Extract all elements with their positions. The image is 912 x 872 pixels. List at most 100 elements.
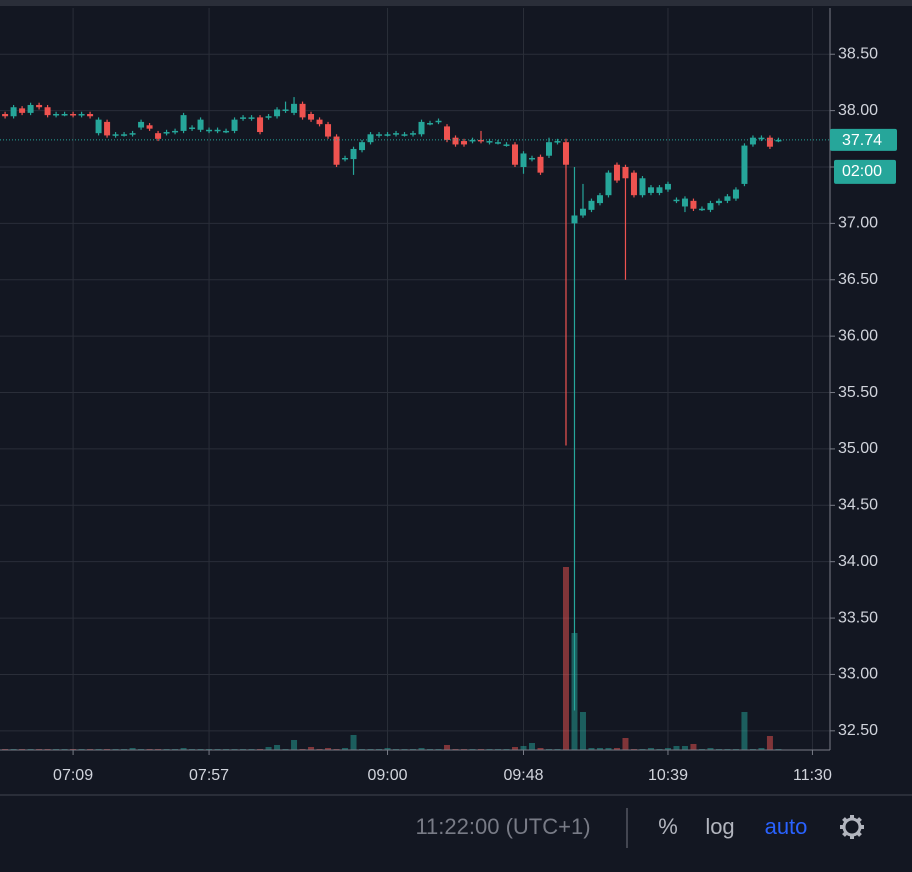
candle-body bbox=[36, 104, 43, 108]
candle-body bbox=[545, 142, 552, 156]
volume-bar bbox=[384, 748, 391, 750]
volume-bar bbox=[265, 747, 272, 750]
candle-body bbox=[53, 114, 60, 116]
volume-bar bbox=[342, 748, 349, 750]
candle-body bbox=[511, 144, 518, 165]
countdown-tag bbox=[834, 159, 896, 184]
candle-body bbox=[10, 107, 17, 117]
candle-body bbox=[214, 129, 221, 132]
volume-bar bbox=[520, 746, 527, 750]
candle-body bbox=[44, 107, 51, 116]
candle-body bbox=[503, 144, 510, 146]
x-tick-label: 10:39 bbox=[648, 767, 688, 784]
y-tick-label: 32.50 bbox=[838, 722, 878, 739]
candle-body bbox=[308, 114, 315, 120]
volume-bar bbox=[613, 748, 620, 750]
candle-body bbox=[70, 114, 77, 116]
candle-body bbox=[732, 189, 739, 199]
candle-body bbox=[61, 114, 68, 116]
y-tick-label: 35.50 bbox=[838, 384, 878, 401]
candle-body bbox=[248, 117, 255, 119]
candle-body bbox=[579, 208, 586, 216]
grid bbox=[0, 8, 830, 750]
candle-body bbox=[698, 208, 705, 211]
candle-body bbox=[724, 196, 731, 201]
volume-bar bbox=[562, 567, 569, 750]
candle-body bbox=[155, 133, 162, 139]
y-tick-label: 35.00 bbox=[838, 440, 878, 457]
x-tick-label: 09:00 bbox=[367, 767, 407, 784]
volume-bar bbox=[673, 746, 680, 750]
y-tick-label: 36.00 bbox=[838, 327, 878, 344]
candle-body bbox=[758, 137, 765, 140]
candle-body bbox=[588, 200, 595, 210]
candle-body bbox=[291, 103, 298, 113]
candle-body bbox=[129, 133, 136, 135]
candle-body bbox=[180, 115, 187, 131]
candle-body bbox=[622, 167, 629, 179]
candle-body bbox=[741, 145, 748, 184]
candle-body bbox=[163, 132, 170, 134]
volume-bar bbox=[588, 748, 595, 750]
candle-body bbox=[461, 141, 468, 145]
volume-bar bbox=[596, 748, 603, 750]
settings-gear[interactable] bbox=[840, 815, 864, 839]
candle-body bbox=[775, 139, 782, 142]
volume-bar bbox=[690, 744, 697, 750]
y-tick-label: 38.00 bbox=[838, 102, 878, 119]
candle-body bbox=[401, 134, 408, 136]
volume-bar bbox=[537, 748, 544, 750]
candle-body bbox=[19, 108, 26, 113]
candle-body bbox=[282, 109, 289, 111]
candle-body bbox=[707, 203, 714, 210]
candle-body bbox=[112, 134, 119, 136]
last-price-tag bbox=[830, 128, 897, 151]
axes: 32.50 33.00 33.50 34.00 34.50 35.00 35.50 36.00… bbox=[53, 45, 897, 784]
candle-body bbox=[265, 116, 272, 118]
log-button[interactable]: log bbox=[705, 814, 734, 839]
volume-bar bbox=[350, 735, 357, 750]
y-tick-label: 33.00 bbox=[838, 666, 878, 683]
candle-body bbox=[231, 119, 238, 131]
candle-body bbox=[274, 109, 281, 117]
candle-body bbox=[528, 157, 535, 160]
candle-body bbox=[367, 134, 374, 143]
volume-bar bbox=[681, 746, 688, 750]
volume-bar bbox=[511, 747, 518, 750]
volume-bar bbox=[707, 748, 714, 750]
candle-body bbox=[138, 121, 145, 128]
timezone[interactable]: 11:22:00 (UTC+1) bbox=[415, 814, 590, 839]
countdown-label: 02:00 bbox=[842, 163, 882, 180]
volume-bar bbox=[418, 748, 425, 750]
volume-bar bbox=[605, 748, 612, 750]
candle-body bbox=[562, 142, 569, 165]
candle-body bbox=[673, 199, 680, 202]
candle-body bbox=[469, 139, 476, 142]
candle-body bbox=[452, 137, 459, 145]
volume-bar bbox=[444, 745, 451, 750]
candle-body bbox=[630, 172, 637, 196]
candle-body bbox=[410, 133, 417, 135]
x-tick-label: 11:30 bbox=[793, 767, 832, 784]
percent-button[interactable]: % bbox=[658, 814, 678, 839]
candle-body bbox=[146, 125, 153, 129]
candle-body bbox=[189, 127, 196, 130]
candle-body bbox=[613, 164, 620, 181]
volume-bar bbox=[180, 748, 187, 750]
auto-button[interactable]: auto bbox=[765, 814, 808, 839]
candle-body bbox=[520, 153, 527, 167]
candle-body bbox=[333, 136, 340, 165]
volume-bar bbox=[308, 747, 315, 750]
x-tick-label: 07:57 bbox=[189, 767, 229, 784]
volume-bar bbox=[622, 738, 629, 750]
candle-body bbox=[257, 117, 264, 133]
candle-body bbox=[206, 129, 213, 132]
candle-body bbox=[656, 187, 663, 193]
candle-body bbox=[172, 130, 179, 133]
candle-body bbox=[376, 134, 383, 136]
candle-body bbox=[223, 130, 230, 133]
candle-body bbox=[197, 119, 204, 130]
candle-body bbox=[444, 126, 451, 140]
